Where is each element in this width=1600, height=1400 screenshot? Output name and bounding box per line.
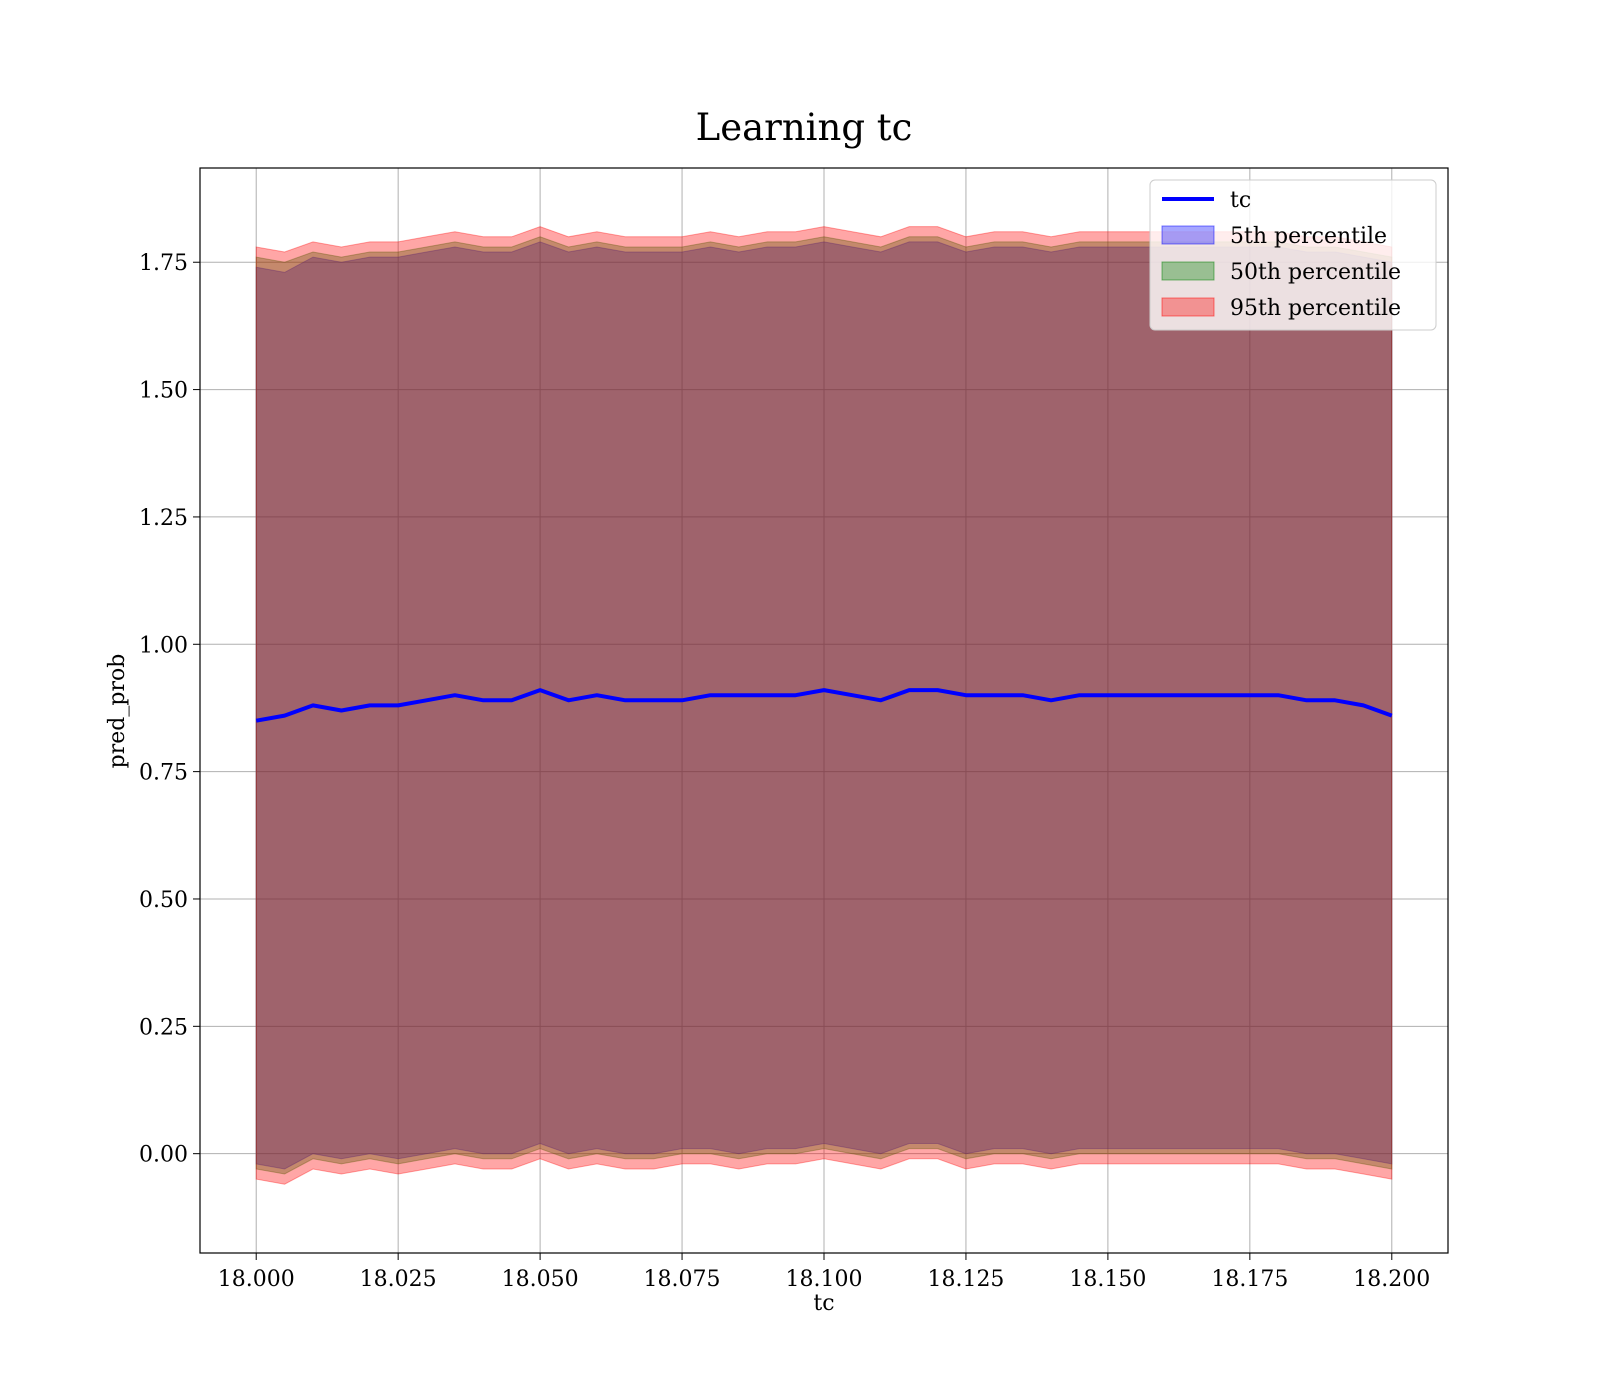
legend: tc 5th percentile 50th percentile 95th perc…	[1149, 179, 1437, 331]
y-axis-label: pred_prob	[105, 654, 130, 769]
legend-box	[1149, 179, 1437, 331]
band-5th-percentile	[255, 241, 1393, 1170]
x-tick-label: 18.025	[360, 1267, 437, 1292]
legend-swatch-band	[1161, 297, 1215, 317]
legend-entry: 95th percentile	[1161, 296, 1401, 321]
x-tick-label: 18.125	[927, 1267, 1004, 1292]
y-tick-label: 1.75	[139, 251, 188, 276]
band-95th-percentile	[255, 226, 1393, 1185]
band-50th-percentile	[255, 236, 1393, 1175]
y-tick-label: 1.25	[139, 506, 188, 531]
y-tick-label: 0.00	[139, 1143, 188, 1168]
x-axis-label: tc	[813, 1291, 834, 1316]
y-tick-label: 1.00	[139, 633, 188, 658]
legend-label: tc	[1230, 188, 1251, 213]
x-axis: 18.000 18.025 18.050 18.075 18.100 18.125 18.1…	[218, 1253, 1430, 1292]
grid	[200, 168, 1448, 1253]
legend-swatch-band	[1161, 225, 1215, 245]
y-tick-label: 0.50	[139, 888, 188, 913]
y-axis: 0.00 0.25 0.50 0.75 1.00 1.25 1.50 1.75	[139, 251, 200, 1168]
percentile-bands	[255, 226, 1393, 1185]
legend-entry: 50th percentile	[1161, 260, 1401, 285]
x-tick-label: 18.175	[1211, 1267, 1288, 1292]
legend-swatch-band	[1161, 261, 1215, 281]
legend-label: 5th percentile	[1230, 224, 1387, 249]
x-tick-label: 18.050	[502, 1267, 579, 1292]
x-tick-label: 18.150	[1069, 1267, 1146, 1292]
chart-title: Learning tc	[696, 106, 913, 149]
x-tick-label: 18.000	[218, 1267, 295, 1292]
legend-entry: 5th percentile	[1161, 224, 1387, 249]
x-tick-label: 18.075	[644, 1267, 721, 1292]
y-tick-label: 0.75	[139, 761, 188, 786]
legend-label: 50th percentile	[1230, 260, 1401, 285]
series-line-tc	[255, 688, 1393, 723]
x-tick-label: 18.100	[786, 1267, 863, 1292]
legend-entry: tc	[1162, 188, 1251, 213]
y-tick-label: 0.25	[139, 1015, 188, 1040]
x-tick-label: 18.200	[1353, 1267, 1430, 1292]
y-tick-label: 1.50	[139, 379, 188, 404]
series-lines	[255, 688, 1393, 723]
legend-label: 95th percentile	[1230, 296, 1401, 321]
